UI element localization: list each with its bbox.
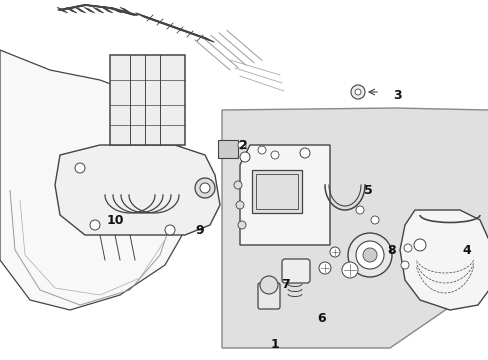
Text: 6: 6 — [317, 311, 325, 324]
FancyBboxPatch shape — [251, 170, 302, 212]
Circle shape — [258, 146, 265, 154]
FancyBboxPatch shape — [110, 55, 184, 145]
Circle shape — [413, 239, 425, 251]
Circle shape — [200, 183, 209, 193]
Polygon shape — [399, 210, 488, 310]
Circle shape — [400, 261, 408, 269]
Circle shape — [260, 276, 278, 294]
Text: 4: 4 — [462, 243, 470, 257]
Circle shape — [347, 233, 391, 277]
Text: 10: 10 — [106, 213, 123, 226]
FancyBboxPatch shape — [218, 140, 238, 158]
Circle shape — [403, 244, 411, 252]
Circle shape — [238, 221, 245, 229]
Text: 1: 1 — [270, 338, 279, 351]
FancyBboxPatch shape — [282, 259, 309, 283]
Circle shape — [329, 247, 339, 257]
Circle shape — [90, 220, 100, 230]
Circle shape — [238, 141, 245, 149]
Text: 7: 7 — [280, 279, 289, 292]
Circle shape — [164, 225, 175, 235]
Text: 9: 9 — [195, 224, 204, 237]
Polygon shape — [0, 50, 190, 310]
Circle shape — [236, 201, 244, 209]
Polygon shape — [222, 108, 488, 348]
Polygon shape — [240, 145, 329, 245]
Circle shape — [299, 148, 309, 158]
Circle shape — [341, 262, 357, 278]
Text: 5: 5 — [363, 184, 372, 197]
Circle shape — [355, 241, 383, 269]
Circle shape — [362, 248, 376, 262]
Circle shape — [355, 206, 363, 214]
Circle shape — [195, 178, 215, 198]
Circle shape — [270, 151, 279, 159]
Circle shape — [234, 181, 242, 189]
Circle shape — [350, 85, 364, 99]
Text: 3: 3 — [393, 89, 402, 102]
Polygon shape — [55, 145, 220, 235]
Circle shape — [370, 216, 378, 224]
Text: 2: 2 — [238, 139, 247, 152]
Circle shape — [318, 262, 330, 274]
Circle shape — [354, 89, 360, 95]
Text: 8: 8 — [387, 243, 395, 257]
Circle shape — [240, 152, 249, 162]
FancyBboxPatch shape — [258, 283, 280, 309]
Circle shape — [75, 163, 85, 173]
